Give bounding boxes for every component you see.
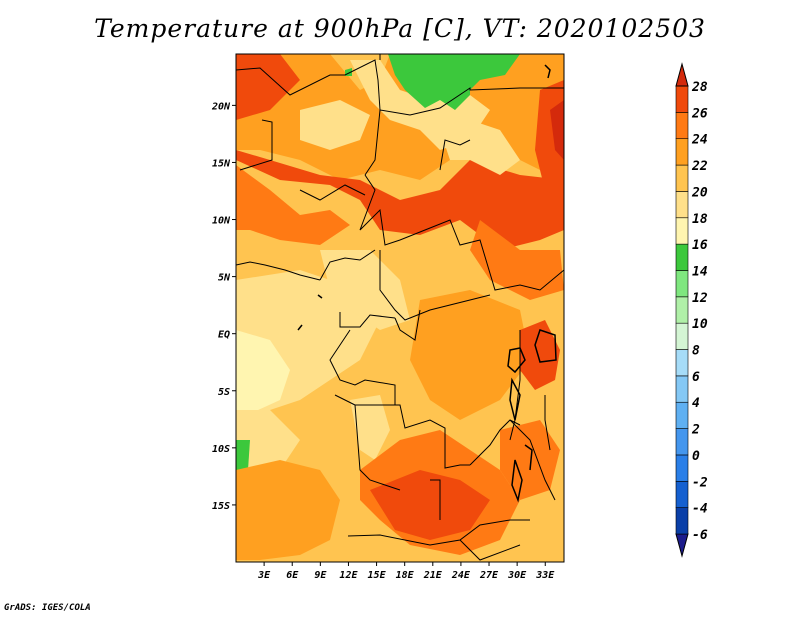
lon-tick-label: 12E [339,570,358,581]
colorbar-swatch [675,480,689,508]
lon-tick-label: 24E [451,570,471,581]
lat-tick-label: EQ [218,330,230,341]
lat-tick-label: 20N [211,101,231,112]
colorbar-label: 24 [691,133,708,148]
colorbar-swatch [675,322,689,350]
temperature-field [236,54,564,562]
colorbar-label: 8 [692,344,700,359]
colorbar-label: 28 [691,80,708,95]
lon-tick-label: 27E [479,570,499,581]
colorbar-swatch [675,349,689,377]
colorbar-max-arrow [675,62,689,87]
colorbar-swatch [675,112,689,140]
lakes [297,64,557,503]
lon-tick-label: 30E [507,570,527,581]
colorbar-label: 18 [692,212,708,227]
colorbar-label: -4 [692,502,708,517]
chart-title: Temperature at 900hPa [C], VT: 202010250… [94,14,706,43]
colorbar-swatch [675,454,689,482]
lon-tick-label: 21E [423,570,443,581]
colorbar-label: 16 [692,238,708,253]
colorbar-swatch [675,296,689,324]
colorbar-swatch [675,138,689,166]
lat-tick-label: 5S [218,387,230,398]
lat-tick-label: 15S [212,501,230,512]
lon-tick-label: 33E [535,570,555,581]
colorbar-swatch [675,217,689,245]
lon-tick-label: 6E [286,570,299,581]
colorbar-label: -6 [692,528,708,543]
colorbar-swatch [675,375,689,403]
colorbar-swatch [675,164,689,192]
country-borders [236,54,564,561]
colorbar-label: 12 [692,291,708,306]
lon-tick-label: 15E [368,570,387,581]
colorbar-label: 0 [692,449,700,464]
colorbar-swatch [675,401,689,429]
longitude-ticks: 3E 6E 9E 12E 15E 18E 21E 24E 27E 30E 33E [257,562,555,581]
latitude-ticks: 20N 15N 10N 5N EQ 5S 10S 15S [211,101,236,512]
lat-tick-label: 10N [212,216,231,227]
colorbar-label: 14 [692,264,708,279]
colorbar-label: -2 [692,475,708,490]
lat-tick-label: 5N [218,273,231,284]
colorbar-label: 2 [691,423,700,438]
lon-tick-label: 9E [314,570,327,581]
colorbar-label: 22 [691,159,708,174]
colorbar-swatch [675,85,689,113]
lon-tick-label: 18E [396,570,415,581]
lon-tick-label: 3E [257,570,271,581]
colorbar-min-arrow [675,533,689,558]
colorbar-swatch [675,428,689,456]
colorbar-swatch [675,243,689,271]
colorbar-swatch [675,507,689,535]
colorbar-swatch [675,270,689,298]
colorbar-swatch [675,191,689,219]
grads-credit: GrADS: IGES/COLA [4,603,91,613]
colorbar-label: 6 [692,370,700,385]
lat-tick-label: 10S [212,444,230,455]
map-frame [235,53,565,563]
lat-tick-label: 15N [212,158,231,169]
colorbar-label: 20 [691,185,708,200]
colorbar-label: 4 [692,396,700,411]
colorbar-label: 10 [692,317,708,332]
colorbar-label: 26 [691,106,708,121]
